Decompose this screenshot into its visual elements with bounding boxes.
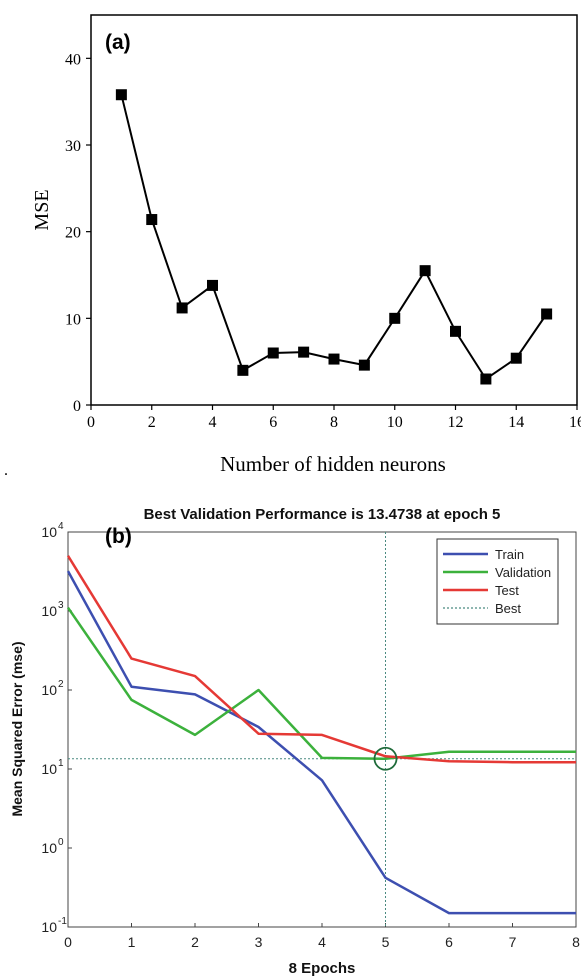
y-tick-label: 10: [41, 840, 57, 856]
data-point-marker: [237, 364, 249, 376]
x-tick-label: 4: [209, 414, 217, 431]
y-tick-label: 10: [41, 603, 57, 619]
y-tick-label: 40: [65, 51, 81, 68]
y-tick-label: 10: [41, 919, 57, 935]
x-tick-label: 14: [508, 414, 524, 431]
series-line-test: [66, 555, 576, 764]
x-tick-label: 6: [269, 414, 277, 431]
chart-b-title: Best Validation Performance is 13.4738 a…: [144, 506, 501, 523]
series-line-validation: [66, 606, 576, 761]
data-point-marker: [176, 302, 188, 314]
y-tick-exponent: 0: [58, 837, 64, 848]
y-tick-label: 10: [41, 524, 57, 540]
data-point-marker: [419, 265, 431, 277]
data-point-marker: [480, 373, 492, 385]
chart-b-x-ticks: 0 1 2 3 4 5 6 7 8: [64, 923, 580, 950]
stray-dot: .: [4, 462, 8, 479]
legend-label: Train: [495, 547, 524, 562]
x-tick-label: 2: [191, 934, 199, 950]
y-tick-exponent: 2: [58, 679, 64, 690]
x-tick-label: 4: [318, 934, 326, 950]
x-tick-label: 5: [382, 934, 390, 950]
data-point-marker: [267, 347, 279, 359]
data-point-marker: [207, 279, 218, 291]
data-point-marker: [541, 308, 553, 320]
chart-a-panel-label: (a): [105, 31, 131, 54]
best-point-circle: [373, 746, 398, 771]
y-tick-label: 10: [65, 311, 81, 328]
chart-a-y-ticks: 0 10 20 30 40: [65, 51, 91, 415]
x-tick-label: 8: [572, 934, 580, 950]
y-tick-label: 10: [41, 761, 57, 777]
y-tick-exponent: 4: [58, 521, 64, 532]
chart-b-x-axis-label: 8 Epochs: [289, 960, 356, 977]
x-tick-label: 1: [128, 934, 136, 950]
legend-label: Best: [495, 601, 521, 616]
x-tick-label: 8: [330, 414, 338, 431]
x-tick-label: 3: [255, 934, 263, 950]
y-tick-exponent: -1: [58, 916, 67, 927]
chart-b-y-axis-label: Mean Squared Error (mse): [9, 641, 25, 816]
x-tick-label: 2: [148, 414, 156, 431]
y-tick-label: 0: [73, 398, 81, 415]
chart-a: 0 2 4 6 8 10 12 14 16 0 10 20 30 40 (a) MSE Number o…: [31, 14, 581, 476]
data-point-marker: [298, 346, 310, 358]
legend-label: Test: [495, 583, 519, 598]
y-tick-exponent: 1: [58, 758, 64, 769]
x-tick-label: 16: [569, 414, 581, 431]
y-tick-label: 30: [65, 138, 81, 155]
data-point-marker: [358, 359, 370, 371]
x-tick-label: 7: [509, 934, 517, 950]
x-tick-label: 0: [64, 934, 72, 950]
chart-b: Best Validation Performance is 13.4738 a…: [9, 506, 580, 977]
data-point-marker: [389, 312, 401, 324]
x-tick-label: 6: [445, 934, 453, 950]
x-tick-label: 10: [387, 414, 403, 431]
chart-b-series: [66, 555, 576, 915]
data-point-marker: [450, 325, 461, 337]
chart-b-legend: Train Validation Test Best: [436, 538, 559, 625]
y-tick-exponent: 3: [58, 600, 64, 611]
chart-a-x-axis-label: Number of hidden neurons: [220, 452, 446, 476]
y-tick-label: 10: [41, 682, 57, 698]
chart-a-series: [115, 89, 553, 385]
data-point-marker: [510, 352, 522, 364]
series-line-train: [66, 570, 576, 915]
data-point-marker: [115, 89, 127, 101]
chart-a-x-ticks: 0 2 4 6 8 10 12 14 16: [87, 405, 581, 431]
chart-a-plot-frame: [90, 14, 578, 406]
data-point-marker: [328, 353, 340, 365]
legend-label: Validation: [495, 565, 551, 580]
chart-a-y-axis-label: MSE: [31, 189, 53, 230]
y-tick-label: 20: [65, 225, 81, 242]
chart-b-panel-label: (b): [105, 525, 132, 548]
data-point-marker: [146, 214, 158, 226]
x-tick-label: 12: [448, 414, 464, 431]
x-tick-label: 0: [87, 414, 95, 431]
